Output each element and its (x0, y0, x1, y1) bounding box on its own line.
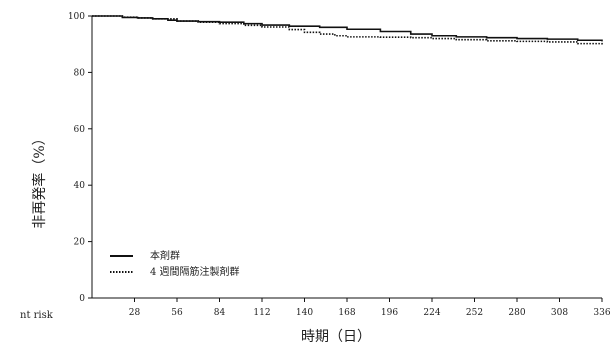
x-tick-label: 252 (466, 308, 483, 318)
x-axis-ticks: 28 56 84 112 140 168 196 224 252 280 308 336 (129, 298, 610, 318)
y-axis-title: 非再発率（%） (31, 131, 48, 228)
x-tick-label: 28 (129, 308, 141, 318)
legend-label-series-2: 4 週間隔筋注製剤群 (150, 265, 240, 278)
x-tick-label: 280 (508, 308, 525, 318)
x-tick-label: 140 (296, 308, 313, 318)
series-line-2 (92, 15, 603, 45)
y-tick-label: 80 (74, 68, 86, 78)
x-tick-label: 168 (338, 308, 355, 318)
x-axis-title: 時期（日） (301, 329, 371, 345)
x-tick-label: 56 (171, 308, 183, 318)
y-tick-label: 40 (74, 181, 86, 191)
x-tick-label: 196 (381, 308, 398, 318)
legend: 本剤群 4 週間隔筋注製剤群 (110, 249, 240, 278)
legend-label-series-1: 本剤群 (150, 249, 180, 262)
x-tick-label: 84 (214, 308, 226, 318)
x-tick-label: 308 (551, 308, 568, 318)
y-tick-label: 0 (79, 294, 85, 304)
y-tick-label: 60 (74, 125, 86, 135)
series-lines (92, 15, 603, 45)
series-line-1 (92, 15, 603, 42)
plot-area: 0 20 40 60 80 100 28 56 84 112 140 168 196 224 252 280… (68, 12, 610, 318)
x-tick-label: 112 (253, 308, 270, 318)
x-tick-label: 224 (423, 308, 440, 318)
y-axis-ticks: 0 20 40 60 80 100 (68, 12, 92, 304)
x-tick-label: 336 (593, 308, 610, 318)
y-tick-label: 20 (74, 238, 86, 248)
y-tick-label: 100 (68, 12, 85, 22)
at-risk-label-truncated: nt risk (20, 310, 54, 321)
